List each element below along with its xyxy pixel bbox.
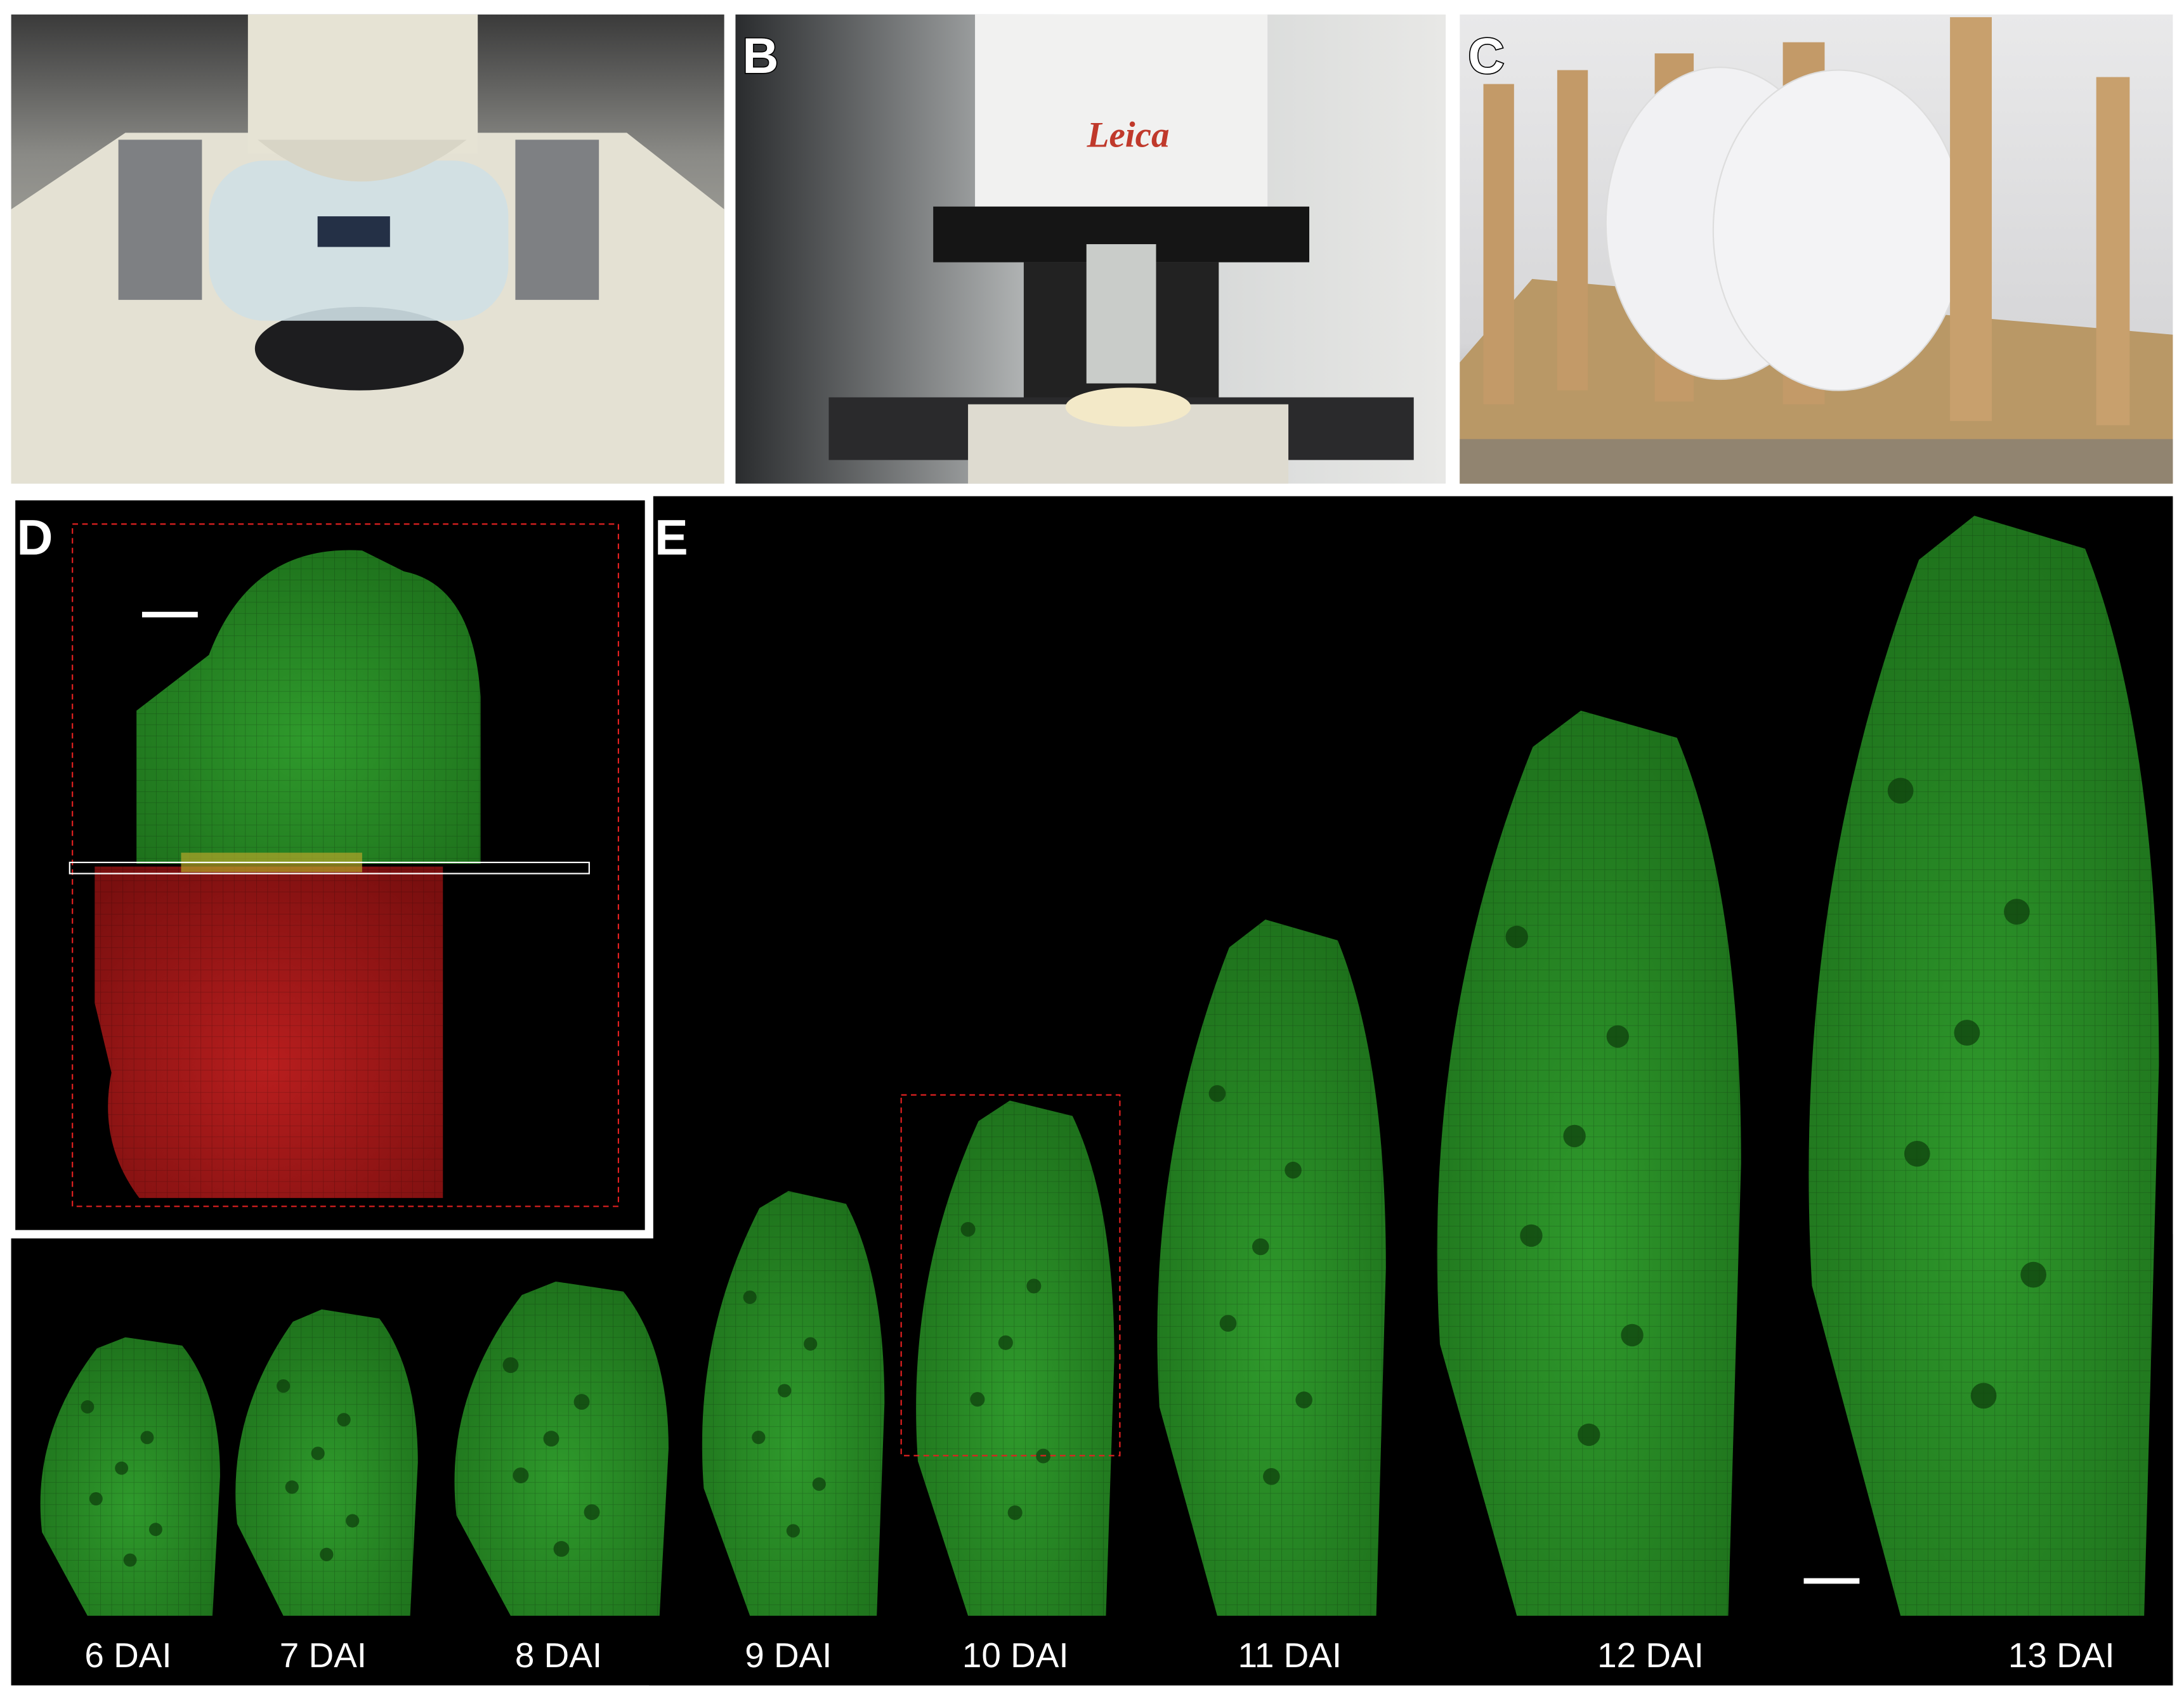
stoma-cluster [337,1413,351,1427]
time-label: 6 DAI [84,1635,171,1675]
time-label: 11 DAI [1238,1635,1342,1675]
stoma-cluster [285,1480,299,1494]
stoma-cluster [1295,1391,1312,1408]
stoma-cluster [584,1504,600,1520]
stoma-cluster [2004,899,2030,925]
stoma-cluster [1505,925,1528,949]
crop-box [900,1094,1121,1457]
time-label: 8 DAI [515,1635,602,1675]
photo-b: Leica [735,14,1446,484]
stoma-cluster [89,1492,103,1505]
stoma-cluster [1606,1025,1629,1048]
time-label: 10 DAI [962,1635,1069,1675]
stoma-cluster [1219,1315,1237,1332]
panel-label: B [742,27,778,84]
panel-label: E [655,509,688,566]
stoma-cluster [1252,1238,1269,1256]
stoma-cluster [553,1541,570,1557]
stoma-cluster [998,1335,1013,1350]
stoma-cluster [573,1394,590,1410]
stoma-cluster [1954,1020,1980,1046]
stoma-cluster [970,1392,985,1407]
stoma-cluster [1026,1278,1042,1294]
stoma-cluster [804,1337,818,1351]
stoma-cluster [81,1400,95,1414]
overlap-box [69,861,590,875]
time-label: 13 DAI [2008,1635,2115,1675]
stoma-cluster [140,1431,154,1445]
stoma-cluster [812,1477,826,1491]
stoma-cluster [778,1384,792,1398]
stoma-cluster [346,1514,360,1528]
stoma-cluster [148,1523,162,1537]
stoma-cluster [543,1431,559,1447]
stoma-cluster [1520,1224,1543,1247]
photo-a [11,14,724,484]
stoma-cluster [1904,1140,1930,1167]
stoma-cluster [960,1222,976,1237]
stoma-cluster [1007,1505,1023,1520]
stoma-cluster [1263,1468,1280,1485]
stoma-cluster [1887,777,1914,804]
stoma-cluster [502,1357,519,1374]
stoma-cluster [743,1290,757,1304]
stoma-cluster [2020,1261,2047,1288]
stoma-cluster [1563,1124,1586,1148]
stoma-cluster [1970,1382,1997,1409]
photo-c [1460,14,2173,484]
stoma-cluster [320,1547,334,1561]
panel-label: C [1468,27,1504,84]
stoma-cluster [513,1467,529,1483]
stoma-cluster [1578,1423,1600,1447]
panel-label: D [16,509,53,566]
brand-logo: Leica [1087,115,1170,155]
stoma-cluster [1621,1323,1644,1347]
stoma-cluster [1285,1161,1302,1179]
stoma-cluster [786,1524,800,1538]
time-label: 9 DAI [745,1635,832,1675]
stoma-cluster [277,1379,291,1393]
time-label: 12 DAI [1597,1635,1704,1675]
stoma-cluster [115,1461,129,1475]
stoma-cluster [311,1447,325,1460]
stoma-cluster [1208,1085,1226,1102]
stoma-cluster [123,1553,137,1567]
stitched-leaf [95,550,481,1199]
time-label: 7 DAI [280,1635,367,1675]
stoma-cluster [752,1430,766,1445]
time-labels: 6 DAI 7 DAI 8 DAI 9 DAI 10 DAI 11 DAI 12 DAI 13… [84,1635,2114,1675]
leaf-series [40,516,2159,1616]
